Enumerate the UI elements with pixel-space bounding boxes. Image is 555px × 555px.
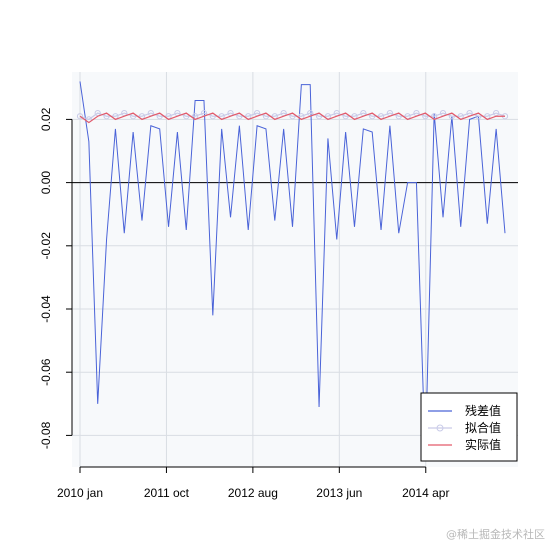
y-tick-label: -0.08 <box>39 421 53 449</box>
series-group <box>76 81 509 458</box>
legend-label: 拟合值 <box>465 420 501 435</box>
x-tick-label: 2012 aug <box>228 486 278 500</box>
y-tick-label: -0.04 <box>39 295 53 323</box>
y-axis: 0.02 0.00 -0.02 -0.04 -0.06 -0.08 <box>39 107 73 449</box>
x-tick-label: 2013 jun <box>316 486 362 500</box>
legend-label: 实际值 <box>465 437 501 452</box>
series-line-3 <box>79 112 505 124</box>
y-tick-label: 0.00 <box>39 171 53 195</box>
x-tick-label: 2011 oct <box>144 486 190 500</box>
watermark: @稀土掘金技术社区 <box>446 527 545 541</box>
x-tick-label: 2014 apr <box>402 486 449 500</box>
x-tick-label: 2010 jan <box>57 486 103 500</box>
y-tick-label: 0.02 <box>39 107 53 131</box>
y-tick-label: -0.02 <box>39 232 53 260</box>
y-tick-label: -0.06 <box>39 358 53 386</box>
x-axis: 2010 jan 2011 oct 2012 aug 2013 jun 2014 apr <box>57 466 449 500</box>
legend-marker <box>436 424 444 432</box>
series-line-2 <box>79 112 506 121</box>
fitted-point <box>76 113 84 120</box>
legend-label: 残差值 <box>465 403 501 418</box>
series-line-1 <box>79 81 506 458</box>
